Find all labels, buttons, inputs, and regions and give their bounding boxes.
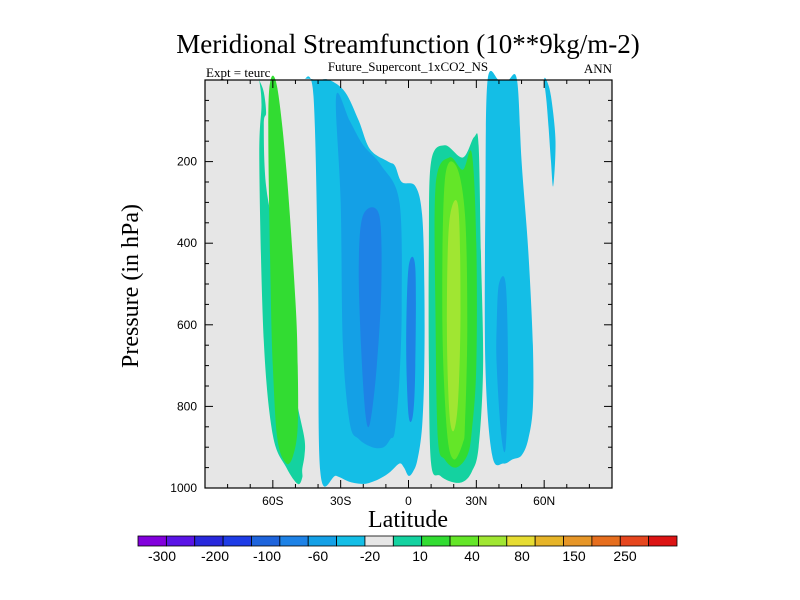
x-tick-label: 60N: [533, 494, 555, 508]
contour-region-11: [496, 276, 508, 453]
colorbar-label: 10: [412, 548, 428, 564]
colorbar-label: -200: [201, 548, 229, 564]
plot-area: 60S 30S 0 30N 60N 200 400 600 800 1000: [170, 70, 613, 508]
contour-region-4: [358, 207, 382, 428]
y-tick-label: 800: [177, 399, 197, 413]
colorbar-label: -20: [360, 548, 380, 564]
y-tick-label: 400: [177, 236, 197, 250]
x-axis: 60S 30S 0 30N 60N: [227, 80, 590, 508]
colorbar-swatch: [478, 535, 508, 547]
colorbar: -300 -200 -100 -60 -20 10 40 80 150 250: [137, 535, 678, 564]
colorbar-swatch: [648, 535, 678, 547]
x-tick-label: 0: [405, 494, 412, 508]
x-tick-label: 30S: [330, 494, 351, 508]
colorbar-swatch: [165, 535, 196, 547]
colorbar-swatch: [307, 535, 337, 547]
x-tick-label: 30N: [465, 494, 487, 508]
colorbar-swatch: [591, 535, 621, 547]
colorbar-label: -300: [148, 548, 176, 564]
x-axis-label: Latitude: [368, 507, 448, 533]
colorbar-label: 80: [514, 548, 530, 564]
colorbar-swatch: [449, 535, 479, 547]
y-axis-label: Pressure (in hPa): [118, 204, 144, 368]
contour-region-5: [406, 256, 416, 423]
colorbar-swatch: [279, 535, 309, 547]
colorbar-label: -60: [308, 548, 328, 564]
colorbar-swatch: [421, 535, 451, 547]
colorbar-swatch: [137, 535, 167, 547]
contour-region-12: [544, 77, 556, 187]
colorbar-swatch: [222, 535, 252, 547]
colorbar-swatch: [619, 535, 650, 547]
colorbar-swatch: [251, 535, 281, 547]
y-axis: 200 400 600 800 1000: [170, 99, 612, 495]
colorbar-label: 40: [464, 548, 480, 564]
y-tick-label: 600: [177, 318, 197, 332]
contour-region-9: [446, 199, 461, 432]
colorbar-swatch: [534, 535, 564, 547]
colorbar-swatch: [563, 535, 593, 547]
colorbar-swatch: [336, 535, 366, 547]
y-tick-label: 200: [177, 155, 197, 169]
colorbar-swatch: [506, 535, 536, 547]
colorbar-swatch: [392, 535, 423, 547]
contour-layer: [258, 70, 556, 487]
colorbar-swatch: [364, 535, 394, 547]
subtitle-center: Future_Supercont_1xCO2_NS: [328, 59, 488, 74]
x-tick-label: 60S: [262, 494, 283, 508]
subtitle-left: Expt = teurc: [206, 65, 271, 80]
colorbar-label: 150: [562, 548, 586, 564]
colorbar-label: 250: [613, 548, 637, 564]
colorbar-label: -100: [253, 548, 281, 564]
y-tick-label: 1000: [170, 481, 197, 495]
subtitle-right: ANN: [584, 61, 613, 76]
chart-title: Meridional Streamfunction (10**9kg/m-2): [176, 29, 639, 59]
colorbar-swatch: [194, 535, 224, 547]
contour-region-1: [268, 75, 299, 465]
